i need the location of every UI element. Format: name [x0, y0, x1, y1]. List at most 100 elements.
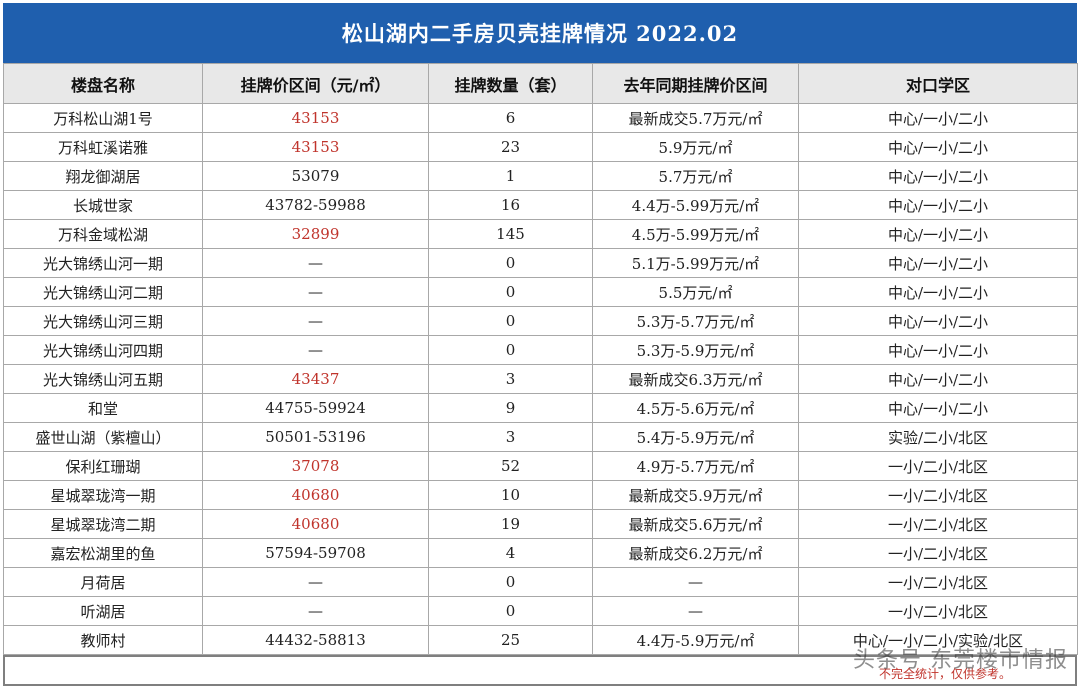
cell-last-year-price: 最新成交5.7万元/㎡: [592, 103, 799, 133]
cell-estate-name: 星城翠珑湾一期: [3, 480, 203, 510]
header-price-range: 挂牌价区间（元/㎡）: [202, 63, 429, 104]
cell-school-district: 中心/一小/二小: [798, 161, 1078, 191]
cell-last-year-price: 最新成交6.3万元/㎡: [592, 364, 799, 394]
cell-estate-name: 万科虹溪诺雅: [3, 132, 203, 162]
cell-school-district: 一小/二小/北区: [798, 451, 1078, 481]
cell-listing-count: 16: [428, 190, 593, 220]
listing-sheet: 松山湖内二手房贝壳挂牌情况 2022.02 楼盘名称 挂牌价区间（元/㎡） 挂牌…: [3, 3, 1078, 686]
cell-price-range: 40680: [202, 480, 429, 510]
cell-estate-name: 教师村: [3, 625, 203, 655]
cell-school-district: 一小/二小/北区: [798, 509, 1078, 539]
cell-estate-name: 听湖居: [3, 596, 203, 626]
table-row: 听湖居 —0— 一小/二小/北区: [3, 596, 1078, 626]
cell-school-district: 中心/一小/二小: [798, 248, 1078, 278]
cell-price-range: —: [202, 277, 429, 307]
cell-last-year-price: 4.5万-5.99万元/㎡: [592, 219, 799, 249]
cell-price-range: 53079: [202, 161, 429, 191]
cell-last-year-price: 5.4万-5.9万元/㎡: [592, 422, 799, 452]
cell-last-year-price: 4.5万-5.6万元/㎡: [592, 393, 799, 423]
table-row: 和堂 44755-59924 9 4.5万-5.6万元/㎡ 中心/一小/二小: [3, 393, 1078, 423]
cell-estate-name: 光大锦绣山河四期: [3, 335, 203, 365]
cell-school-district: 中心/一小/二小: [798, 219, 1078, 249]
cell-estate-name: 光大锦绣山河二期: [3, 277, 203, 307]
cell-listing-count: 19: [428, 509, 593, 539]
table-header-row: 楼盘名称 挂牌价区间（元/㎡） 挂牌数量（套） 去年同期挂牌价区间 对口学区: [3, 63, 1078, 104]
table-row: 长城世家 43782-59988 16 4.4万-5.99万元/㎡ 中心/一小/二小: [3, 190, 1078, 220]
cell-last-year-price: 4.4万-5.99万元/㎡: [592, 190, 799, 220]
cell-listing-count: 23: [428, 132, 593, 162]
cell-last-year-price: 5.3万-5.7万元/㎡: [592, 306, 799, 336]
cell-price-range: 50501-53196: [202, 422, 429, 452]
cell-school-district: 中心/一小/二小: [798, 132, 1078, 162]
cell-estate-name: 月荷居: [3, 567, 203, 597]
cell-last-year-price: —: [592, 567, 799, 597]
cell-price-range: 43153: [202, 103, 429, 133]
table-row: 光大锦绣山河二期 —0 5.5万元/㎡ 中心/一小/二小: [3, 277, 1078, 307]
cell-school-district: 中心/一小/二小: [798, 306, 1078, 336]
cell-price-range: 43782-59988: [202, 190, 429, 220]
header-last-year-price: 去年同期挂牌价区间: [592, 63, 799, 104]
cell-listing-count: 6: [428, 103, 593, 133]
header-school-district: 对口学区: [798, 63, 1078, 104]
footer-note: 不完全统计，仅供参考。: [878, 667, 1011, 681]
cell-school-district: 中心/一小/二小: [798, 393, 1078, 423]
cell-listing-count: 0: [428, 306, 593, 336]
cell-school-district: 中心/一小/二小: [798, 335, 1078, 365]
table-row: 光大锦绣山河三期 —0 5.3万-5.7万元/㎡ 中心/一小/二小: [3, 306, 1078, 336]
cell-estate-name: 万科金域松湖: [3, 219, 203, 249]
cell-school-district: 一小/二小/北区: [798, 538, 1078, 568]
cell-listing-count: 3: [428, 364, 593, 394]
cell-listing-count: 9: [428, 393, 593, 423]
table-row: 光大锦绣山河五期 43437 3 最新成交6.3万元/㎡ 中心/一小/二小: [3, 364, 1078, 394]
cell-estate-name: 万科松山湖1号: [3, 103, 203, 133]
cell-last-year-price: 最新成交5.6万元/㎡: [592, 509, 799, 539]
cell-price-range: —: [202, 567, 429, 597]
table-row: 万科松山湖1号 43153 6 最新成交5.7万元/㎡ 中心/一小/二小: [3, 103, 1078, 133]
watermark: 头条号 东莞楼市情报: [853, 648, 1068, 673]
cell-estate-name: 光大锦绣山河一期: [3, 248, 203, 278]
cell-estate-name: 嘉宏松湖里的鱼: [3, 538, 203, 568]
cell-school-district: 中心/一小/二小: [798, 277, 1078, 307]
table-row: 盛世山湖（紫檀山） 50501-53196 3 5.4万-5.9万元/㎡ 实验/二小/北…: [3, 422, 1078, 452]
cell-price-range: 57594-59708: [202, 538, 429, 568]
cell-last-year-price: —: [592, 596, 799, 626]
cell-last-year-price: 5.5万元/㎡: [592, 277, 799, 307]
cell-estate-name: 光大锦绣山河三期: [3, 306, 203, 336]
table-row: 教师村 44432-58813 25 4.4万-5.9万元/㎡ 中心/一小/二小/实验/…: [3, 625, 1078, 655]
table-row: 万科金域松湖 32899 145 4.5万-5.99万元/㎡ 中心/一小/二小: [3, 219, 1078, 249]
listing-table: 楼盘名称 挂牌价区间（元/㎡） 挂牌数量（套） 去年同期挂牌价区间 对口学区 万…: [3, 63, 1078, 655]
cell-last-year-price: 4.4万-5.9万元/㎡: [592, 625, 799, 655]
cell-price-range: —: [202, 335, 429, 365]
cell-last-year-price: 5.1万-5.99万元/㎡: [592, 248, 799, 278]
cell-listing-count: 10: [428, 480, 593, 510]
cell-school-district: 一小/二小/北区: [798, 480, 1078, 510]
cell-estate-name: 保利红珊瑚: [3, 451, 203, 481]
cell-price-range: 44755-59924: [202, 393, 429, 423]
cell-price-range: —: [202, 306, 429, 336]
cell-listing-count: 52: [428, 451, 593, 481]
cell-listing-count: 0: [428, 596, 593, 626]
cell-estate-name: 和堂: [3, 393, 203, 423]
table-row: 星城翠珑湾二期 40680 19 最新成交5.6万元/㎡ 一小/二小/北区: [3, 509, 1078, 539]
cell-price-range: 44432-58813: [202, 625, 429, 655]
table-row: 月荷居 —0— 一小/二小/北区: [3, 567, 1078, 597]
cell-price-range: 32899: [202, 219, 429, 249]
cell-estate-name: 长城世家: [3, 190, 203, 220]
cell-school-district: 一小/二小/北区: [798, 596, 1078, 626]
cell-estate-name: 星城翠珑湾二期: [3, 509, 203, 539]
cell-listing-count: 0: [428, 248, 593, 278]
cell-listing-count: 0: [428, 567, 593, 597]
cell-listing-count: 4: [428, 538, 593, 568]
cell-estate-name: 光大锦绣山河五期: [3, 364, 203, 394]
page-title: 松山湖内二手房贝壳挂牌情况 2022.02: [3, 3, 1077, 64]
table-row: 保利红珊瑚 37078 52 4.9万-5.7万元/㎡ 一小/二小/北区: [3, 451, 1078, 481]
cell-estate-name: 翔龙御湖居: [3, 161, 203, 191]
cell-last-year-price: 5.9万元/㎡: [592, 132, 799, 162]
cell-school-district: 中心/一小/二小/实验/北区: [798, 625, 1078, 655]
table-row: 光大锦绣山河四期 —0 5.3万-5.9万元/㎡ 中心/一小/二小: [3, 335, 1078, 365]
header-listing-count: 挂牌数量（套）: [428, 63, 593, 104]
table-row: 星城翠珑湾一期 40680 10 最新成交5.9万元/㎡ 一小/二小/北区: [3, 480, 1078, 510]
cell-listing-count: 0: [428, 277, 593, 307]
cell-last-year-price: 最新成交6.2万元/㎡: [592, 538, 799, 568]
cell-listing-count: 25: [428, 625, 593, 655]
